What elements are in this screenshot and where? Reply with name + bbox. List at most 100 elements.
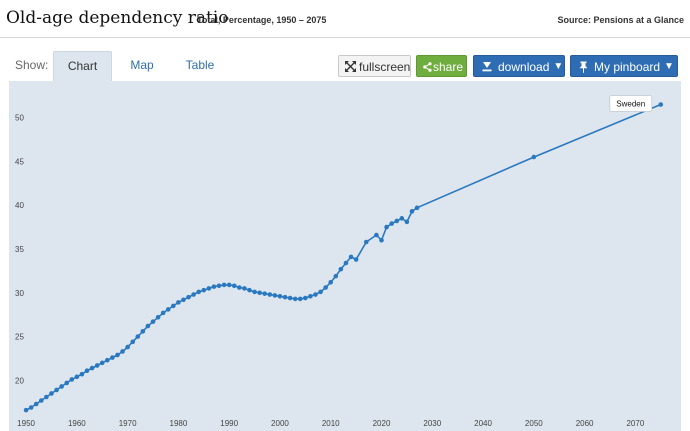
data-point [171, 303, 176, 309]
data-point [277, 293, 283, 299]
y-tick-label: 20 [15, 376, 24, 385]
x-tick-label: 2000 [271, 419, 289, 428]
data-point [196, 289, 202, 295]
download-button[interactable]: download ▼ [473, 55, 565, 77]
data-point [181, 297, 186, 303]
data-point [272, 293, 278, 298]
page-title: Old-age dependency ratio [6, 8, 229, 28]
series-line [25, 103, 662, 411]
download-icon [482, 56, 492, 79]
data-point [176, 300, 181, 305]
fullscreen-icon [345, 56, 356, 79]
data-point [297, 296, 303, 302]
x-tick-label: 1970 [119, 419, 137, 428]
pin-icon [579, 56, 588, 80]
data-point [110, 355, 115, 360]
data-point [308, 293, 313, 299]
x-tick-label: 2040 [474, 419, 492, 428]
view-toolbar: Show: Chart Map Table fullscreen share [9, 51, 681, 82]
data-point [389, 221, 394, 226]
data-point [160, 310, 166, 316]
x-tick-label: 2060 [576, 419, 594, 428]
fullscreen-label: fullscreen [359, 60, 411, 74]
share-label: share [433, 60, 464, 74]
chart-panel: 20 25 30 35 40 45 50 1950 1960 1970 1980 1990 2000 20… [9, 81, 681, 431]
tooltip-box [609, 95, 653, 112]
data-point [313, 292, 318, 297]
data-point [374, 232, 379, 238]
data-point [69, 377, 75, 382]
data-point [54, 387, 59, 393]
data-point [201, 287, 207, 293]
data-point [409, 209, 415, 214]
chevron-down-icon: ▼ [553, 61, 564, 72]
x-tick-label: 2030 [423, 419, 441, 428]
x-tick-label: 2010 [322, 419, 340, 428]
data-point [23, 407, 29, 413]
data-point [206, 286, 212, 291]
header-divider [0, 37, 690, 38]
data-point [343, 260, 349, 266]
data-point [89, 365, 95, 371]
data-point [262, 291, 268, 296]
share-button[interactable]: share [416, 55, 467, 77]
data-point [247, 287, 252, 293]
data-point [216, 283, 222, 289]
data-point [333, 273, 339, 279]
y-tick-label: 40 [15, 201, 24, 210]
y-tick-label: 50 [15, 114, 24, 123]
download-label: download [498, 60, 550, 74]
data-point [221, 282, 227, 288]
y-tick-label: 45 [15, 157, 24, 166]
x-tick-label: 1980 [170, 419, 188, 428]
tab-chart[interactable]: Chart [53, 51, 112, 82]
x-tick-label: 2020 [373, 419, 391, 428]
data-point [318, 289, 323, 295]
tab-map[interactable]: Map [130, 58, 154, 72]
tooltip-label: Sweden [616, 100, 645, 109]
data-point [49, 391, 54, 396]
data-point [130, 339, 136, 345]
data-point [120, 349, 125, 354]
y-tick-label: 30 [15, 289, 24, 298]
data-point [353, 257, 359, 262]
line-chart: 20 25 30 35 40 45 50 1950 1960 1970 1980 1990 2000 20… [15, 95, 664, 428]
data-point [658, 102, 664, 107]
fullscreen-button[interactable]: fullscreen [338, 55, 411, 77]
chevron-down-icon: ▼ [664, 61, 674, 72]
data-point [125, 344, 130, 350]
data-point [165, 307, 171, 312]
data-point [328, 279, 334, 285]
data-point [79, 371, 85, 377]
y-tick-label: 25 [15, 333, 24, 342]
data-point [237, 285, 242, 290]
pinboard-button[interactable]: My pinboard ▼ [570, 55, 678, 77]
data-point [39, 398, 44, 403]
data-point [399, 216, 405, 221]
data-point [231, 283, 237, 289]
data-point [384, 224, 389, 230]
data-point [94, 363, 100, 368]
data-point [74, 374, 80, 380]
data-point [135, 334, 141, 339]
data-point [59, 384, 64, 389]
data-point [303, 295, 308, 301]
data-point [115, 352, 120, 358]
x-tick-label: 2050 [525, 419, 543, 428]
x-tick-label: 1990 [220, 419, 238, 428]
data-point [33, 401, 39, 407]
data-point [287, 295, 293, 301]
tab-table[interactable]: Table [185, 58, 215, 72]
data-point [191, 292, 196, 297]
data-point [186, 294, 191, 300]
data-point [84, 368, 90, 374]
y-tick-label: 35 [15, 245, 24, 254]
data-point [64, 380, 69, 386]
data-point [242, 286, 247, 291]
data-point [282, 294, 288, 300]
data-point [394, 218, 400, 224]
data-point [99, 360, 105, 366]
page-header: Old-age dependency ratio Total, Percenta… [0, 0, 690, 40]
share-icon [423, 56, 432, 79]
data-point [44, 394, 49, 400]
